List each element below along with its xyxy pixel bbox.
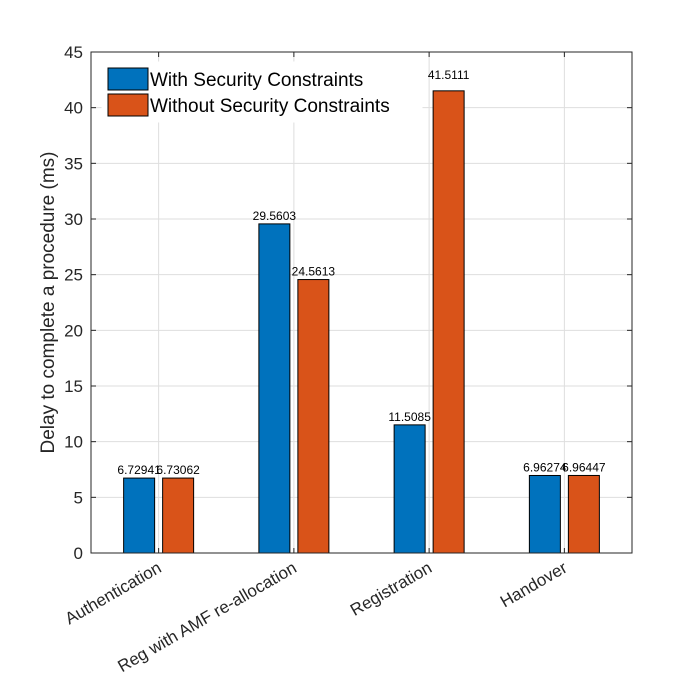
plot-area-frame [90, 51, 633, 554]
y-tick-label: 35 [64, 154, 83, 173]
data-labels: 6.72941 29.5603 11.5085 6.96274 6.73062 24.56… [117, 68, 605, 477]
data-label: 6.96447 [562, 460, 606, 474]
y-axis-label: Delay to complete a procedure (ms) [38, 151, 59, 453]
data-label: 24.5613 [292, 265, 336, 279]
bar-with-security [528, 474, 561, 554]
y-tick-label: 40 [64, 99, 83, 118]
bar-with-security [393, 424, 426, 554]
data-label: 6.96274 [523, 460, 567, 474]
data-label: 6.72941 [117, 463, 161, 477]
y-tick-label: 25 [64, 266, 83, 285]
y-tick-label: 20 [64, 321, 83, 340]
data-label: 6.73062 [156, 463, 200, 477]
y-tick-label: 10 [64, 433, 83, 452]
y-tick-label: 30 [64, 210, 83, 229]
legend: With Security Constraints Without Securit… [101, 61, 423, 123]
data-label: 41.5111 [428, 68, 470, 82]
y-tick-label: 15 [64, 377, 83, 396]
legend-label: With Security Constraints [150, 70, 363, 91]
bar-without-security [432, 90, 465, 554]
bars [123, 90, 600, 554]
legend-label: Without Security Constraints [150, 96, 390, 117]
data-label: 29.5603 [253, 209, 297, 223]
bar-with-security [123, 477, 156, 554]
legend-box [101, 61, 423, 123]
bar-without-security [297, 279, 330, 554]
y-tick-label: 5 [74, 488, 83, 507]
legend-swatch [107, 93, 149, 117]
bar-with-security [258, 223, 291, 554]
legend-swatch [107, 67, 149, 91]
axes [90, 51, 633, 554]
y-tick-label: 0 [74, 544, 83, 563]
bar-without-security [567, 474, 600, 554]
data-label: 11.5085 [388, 410, 431, 424]
bar-without-security [162, 477, 195, 554]
y-tick-label: 45 [64, 43, 83, 62]
